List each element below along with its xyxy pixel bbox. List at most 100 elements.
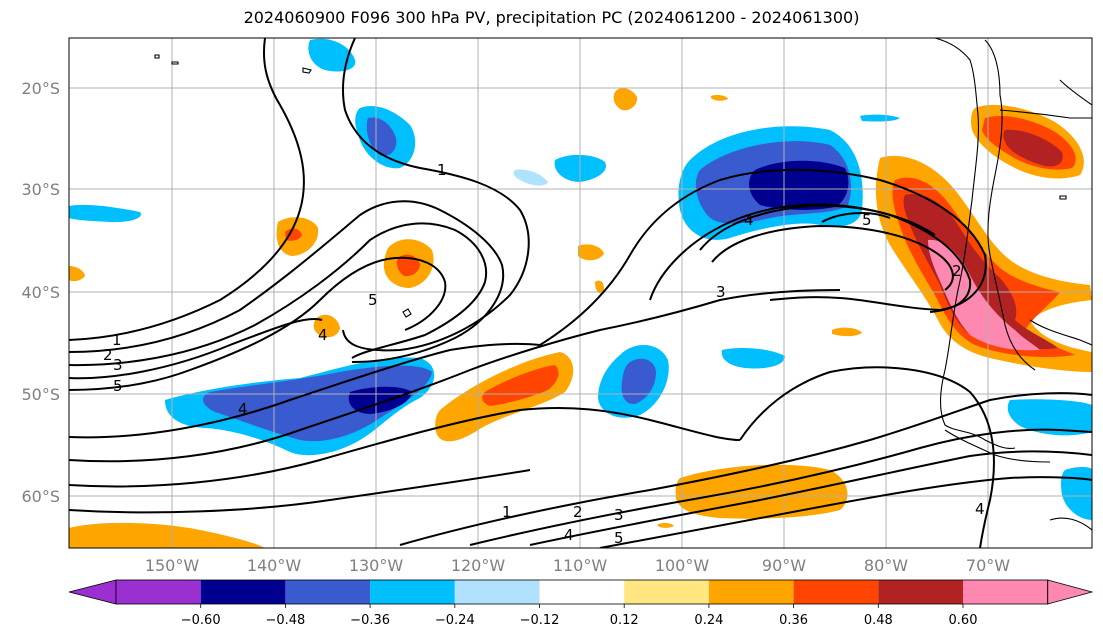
contour-label-4-ridge: 4 [318, 326, 328, 344]
lon-label-110w: 110°W [553, 556, 608, 575]
pv-contour-1-b [342, 38, 530, 352]
contour-label-2-west: 2 [103, 346, 113, 364]
shade-neg-east-pacific-core [748, 160, 849, 210]
colorbar-segment-3 [285, 580, 371, 604]
contour-labels: 1 2 3 5 4 1 5 4 4 5 3 2 1 2 3 4 5 4 [103, 161, 985, 547]
shade-neg-far-left [69, 204, 141, 223]
colorbar-extend-low [68, 579, 117, 605]
contour-label-4-band: 4 [238, 400, 248, 418]
map-panel: 1 2 3 5 4 1 5 4 4 5 3 2 1 2 3 4 5 4 [68, 37, 1093, 549]
shade-pos-chile-max [928, 239, 1040, 351]
southeast-coast [1049, 517, 1092, 531]
contour-label-3-east: 3 [716, 283, 726, 301]
contour-label-5-west: 5 [113, 377, 123, 395]
shade-neg-southeast-corner [1061, 467, 1092, 520]
south-america-interior [984, 39, 1036, 371]
colorbar-label-9: 0.48 [864, 613, 893, 628]
colorbar-label-10: 0.60 [949, 613, 978, 628]
colorbar: −0.60 −0.48 −0.36 −0.24 −0.12 0.12 0.24 … [68, 579, 1094, 628]
contour-label-4-south: 4 [564, 526, 574, 544]
colorbar-segment-8 [708, 580, 794, 604]
pv-contour-4-a [69, 318, 323, 380]
contour-label-3-west: 3 [113, 356, 123, 374]
south-america-east [1059, 79, 1092, 106]
colorbar-segment-2 [200, 580, 286, 604]
pv-contour-2-a [69, 200, 505, 363]
pv-contour-south-east-3 [529, 450, 1092, 546]
contour-label-4-east: 4 [744, 211, 754, 229]
colorbar-ticks [200, 604, 964, 608]
south-america-border [999, 109, 1092, 119]
patagonia [1029, 319, 1092, 346]
island-4 [402, 308, 412, 318]
pv-contour-east-5 [821, 212, 891, 223]
lon-label-120w: 120°W [451, 556, 506, 575]
latitude-axis: 20°S 30°S 40°S 50°S 60°S [21, 79, 60, 506]
pv-contour-lower-1 [69, 342, 541, 439]
shade-neg-top-left [308, 38, 356, 72]
colorbar-label-1: −0.60 [181, 613, 221, 628]
shade-neg-small-3 [721, 348, 785, 369]
island-1 [154, 54, 160, 59]
pv-contour-south-east-1 [399, 392, 1092, 546]
pv-contours [69, 38, 1092, 548]
contour-label-1-west: 1 [112, 331, 122, 349]
contour-label-2-south: 2 [573, 503, 583, 521]
colorbar-segment-9 [793, 580, 879, 604]
pv-contour-east-4 [699, 204, 936, 251]
lat-label-40s: 40°S [21, 283, 60, 302]
lon-label-150w: 150°W [145, 556, 200, 575]
pv-contour-east-1 [539, 168, 987, 346]
lat-label-30s: 30°S [21, 180, 60, 199]
contour-label-3-south: 3 [614, 506, 624, 524]
colorbar-label-2: −0.48 [265, 613, 305, 628]
map-title: 2024060900 F096 300 hPa PV, precipitatio… [243, 8, 860, 27]
colorbar-segment-4 [370, 580, 455, 604]
island-2 [171, 61, 179, 65]
contour-label-5-south: 5 [614, 529, 624, 547]
colorbar-segment-7 [624, 580, 709, 604]
colorbar-label-3: −0.36 [350, 613, 390, 628]
colorbar-segment-11 [963, 580, 1048, 604]
contour-label-1-ridge: 1 [437, 161, 447, 179]
shade-pos-small-bottom [658, 522, 674, 528]
lat-label-50s: 50°S [21, 385, 60, 404]
pv-contour-lower-2 [69, 289, 841, 463]
colorbar-segment-1 [116, 580, 201, 604]
colorbar-label-6: 0.12 [610, 613, 639, 628]
colorbar-extend-high [1047, 579, 1094, 605]
pv-contour-3-a [69, 222, 488, 367]
shade-pos-ne-corner-core [1003, 129, 1063, 167]
contour-label-4-southeast: 4 [975, 500, 985, 518]
map-frame [68, 37, 1093, 549]
shade-pos-south-mid-core [482, 365, 559, 406]
colorbar-label-8: 0.36 [779, 613, 808, 628]
shade-pos-3-core [396, 254, 420, 277]
shade-pos-4 [578, 244, 604, 261]
contour-label-5-ridge: 5 [368, 291, 378, 309]
south-america-west-coast [934, 38, 1016, 449]
longitude-axis: 150°W 140°W 130°W 120°W 110°W 100°W 90°W… [145, 556, 1010, 575]
contour-label-2-east: 2 [952, 262, 962, 280]
shade-neg-top-right [860, 114, 900, 122]
shade-pos-5 [595, 280, 605, 294]
shade-pos-7 [711, 95, 728, 101]
gridlines [69, 38, 1092, 548]
colorbar-label-7: 0.24 [694, 613, 723, 628]
shade-neg-east-edge [1007, 399, 1092, 436]
pv-contour-south-east-2 [469, 428, 1092, 546]
pv-contour-lower-4 [69, 469, 531, 514]
colorbar-label-5: −0.12 [520, 613, 560, 628]
lat-label-60s: 60°S [21, 487, 60, 506]
shade-pos-8 [832, 327, 862, 337]
shade-pos-chile-core [903, 194, 1058, 350]
pv-contour-east-3 [711, 224, 954, 291]
shade-neg-small-2 [513, 169, 548, 186]
lon-label-140w: 140°W [247, 556, 302, 575]
island-3 [302, 67, 312, 74]
pv-contour-right-loop [739, 366, 995, 548]
lon-label-70w: 70°W [966, 556, 1010, 575]
pv-contour-1-a [69, 38, 305, 341]
colorbar-segment-5 [454, 580, 540, 604]
